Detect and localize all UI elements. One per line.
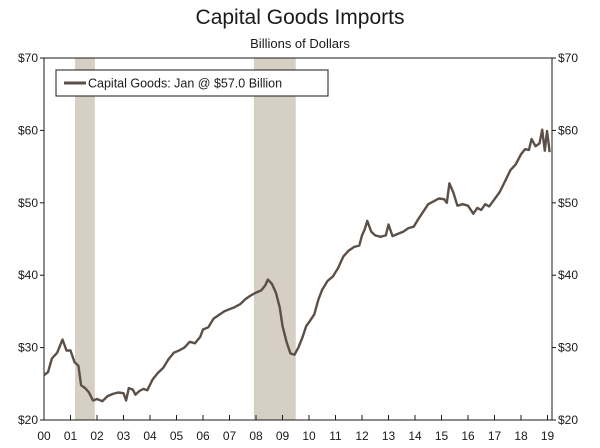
x-tick-label: 06 xyxy=(196,429,210,443)
x-tick-label: 07 xyxy=(223,429,237,443)
legend: Capital Goods: Jan @ $57.0 Billion xyxy=(55,69,329,97)
x-tick-label: 18 xyxy=(514,429,528,443)
y-tick-left-label: $30 xyxy=(18,341,38,355)
plot-frame xyxy=(43,57,553,421)
chart-subtitle: Billions of Dollars xyxy=(250,36,350,51)
x-tick-label: 02 xyxy=(90,429,104,443)
x-tick-label: 19 xyxy=(541,429,555,443)
y-tick-left-label: $70 xyxy=(18,51,38,65)
series-line-capital-goods xyxy=(43,128,551,403)
x-tick-label: 05 xyxy=(170,429,184,443)
recession-band-0 xyxy=(75,58,95,420)
recession-shading-group xyxy=(75,58,296,420)
x-tick-label: 15 xyxy=(435,429,449,443)
recession-band-1 xyxy=(253,58,296,420)
x-tick-label: 16 xyxy=(461,429,475,443)
x-tick-label: 00 xyxy=(37,429,51,443)
y-tick-right-label: $40 xyxy=(558,268,578,282)
x-tick-label: 01 xyxy=(64,429,78,443)
y-tick-right-label: $20 xyxy=(558,413,578,427)
y-tick-left-label: $20 xyxy=(18,413,38,427)
x-tick-label: 14 xyxy=(408,429,422,443)
x-tick-label: 12 xyxy=(355,429,369,443)
x-axis: 00 01 02 03 04 05 06 07 08 09 10 11 12 13 14 15 16 17 18 19 xyxy=(37,415,554,443)
legend-box xyxy=(55,69,329,97)
x-tick-label: 13 xyxy=(382,429,396,443)
x-tick-label: 11 xyxy=(329,429,342,443)
x-tick-label: 08 xyxy=(249,429,263,443)
x-tick-label: 09 xyxy=(276,429,290,443)
x-tick-label: 17 xyxy=(488,429,502,443)
chart-title: Capital Goods Imports xyxy=(195,6,405,29)
y-tick-right-label: $70 xyxy=(558,51,578,65)
y-tick-left-label: $50 xyxy=(18,196,38,210)
x-tick-label: 03 xyxy=(117,429,131,443)
x-tick-label: 10 xyxy=(302,429,316,443)
y-tick-right-label: $50 xyxy=(558,196,578,210)
y-tick-right-label: $30 xyxy=(558,341,578,355)
y-tick-right-label: $60 xyxy=(558,123,578,137)
y-axis-right: $20 $30 $40 $50 $60 $70 xyxy=(552,51,578,427)
legend-entry: Capital Goods: Jan @ $57.0 Billion xyxy=(88,77,282,91)
y-axis-left: $20 $30 $40 $50 $60 $70 xyxy=(18,51,44,427)
y-tick-left-label: $40 xyxy=(18,268,38,282)
y-tick-left-label: $60 xyxy=(18,123,38,137)
x-tick-label: 04 xyxy=(143,429,157,443)
